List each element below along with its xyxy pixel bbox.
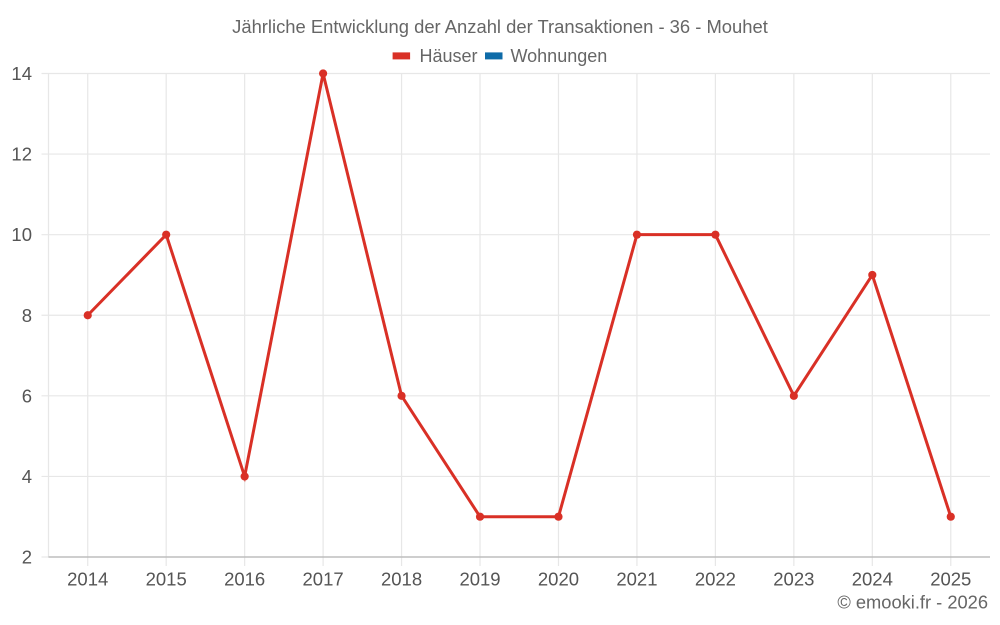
svg-text:8: 8 xyxy=(22,305,32,326)
svg-text:2014: 2014 xyxy=(67,569,108,590)
svg-text:2020: 2020 xyxy=(538,569,579,590)
svg-text:6: 6 xyxy=(22,385,32,406)
svg-text:2017: 2017 xyxy=(303,569,344,590)
svg-text:Jährliche Entwicklung der Anza: Jährliche Entwicklung der Anzahl der Tra… xyxy=(232,16,768,37)
svg-text:4: 4 xyxy=(22,466,32,487)
svg-text:© emooki.fr - 2026: © emooki.fr - 2026 xyxy=(837,592,988,613)
svg-text:2018: 2018 xyxy=(381,569,422,590)
svg-text:14: 14 xyxy=(11,63,32,84)
svg-text:10: 10 xyxy=(11,224,32,245)
svg-text:2019: 2019 xyxy=(459,569,500,590)
svg-text:Wohnungen: Wohnungen xyxy=(511,46,608,66)
svg-text:2025: 2025 xyxy=(930,569,971,590)
svg-text:2023: 2023 xyxy=(773,569,814,590)
svg-text:12: 12 xyxy=(11,144,32,165)
svg-text:2022: 2022 xyxy=(695,569,736,590)
svg-text:2024: 2024 xyxy=(852,569,893,590)
svg-text:2021: 2021 xyxy=(616,569,657,590)
svg-text:Häuser: Häuser xyxy=(420,46,478,66)
svg-text:2: 2 xyxy=(22,547,32,568)
svg-text:2015: 2015 xyxy=(146,569,187,590)
svg-text:2016: 2016 xyxy=(224,569,265,590)
